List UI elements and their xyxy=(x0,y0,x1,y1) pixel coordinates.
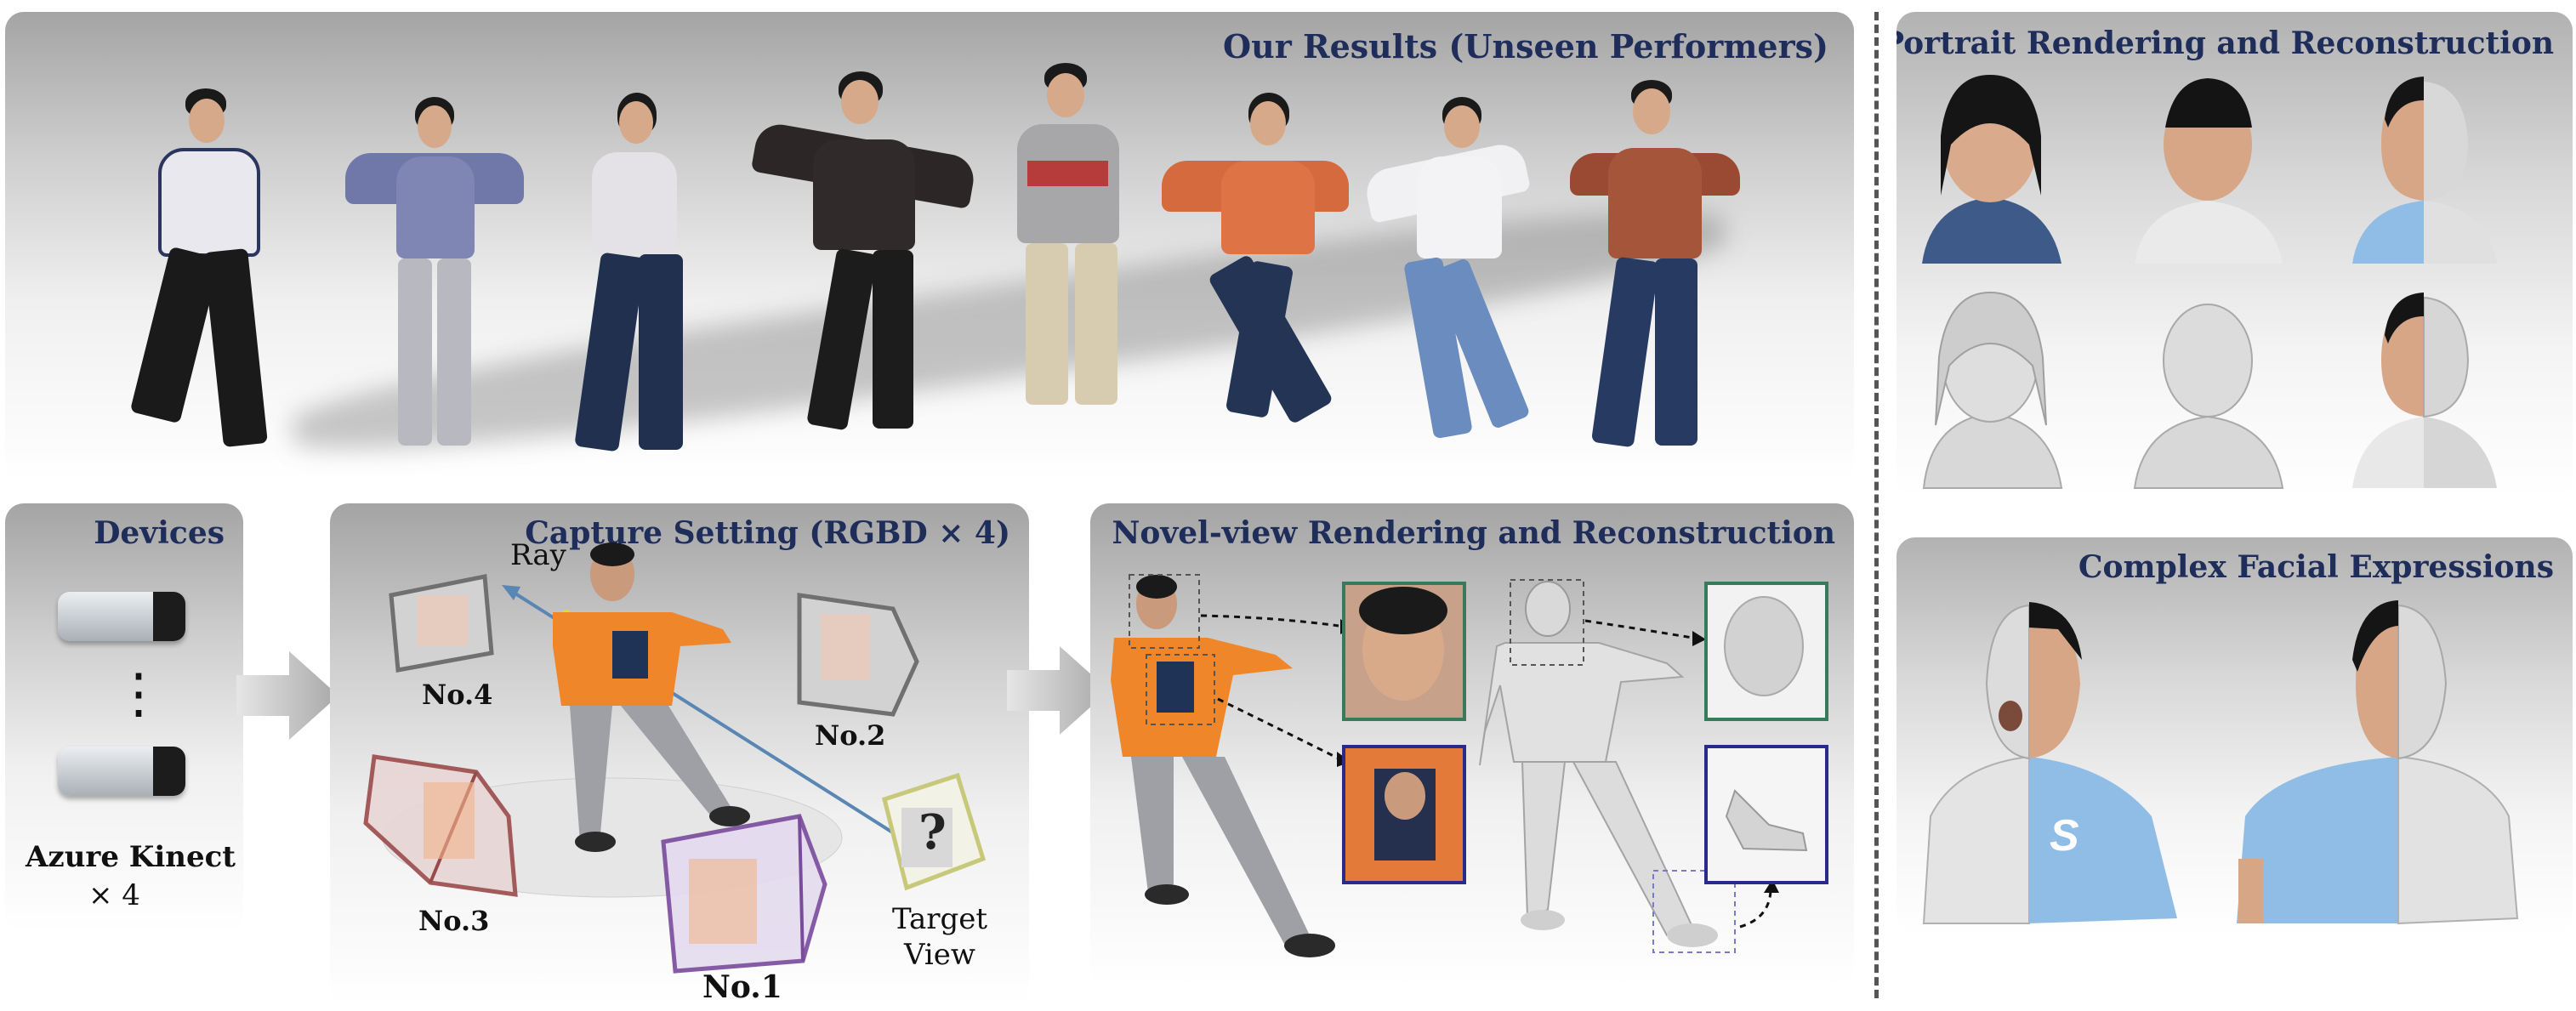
camera-label-no2: No.2 xyxy=(815,719,886,752)
results-panel: Our Results (Unseen Performers) xyxy=(5,12,1854,481)
floor-shadow xyxy=(286,184,1732,478)
camera-label-no4: No.4 xyxy=(422,679,493,711)
capture-title: Capture Setting (RGBD × 4) xyxy=(525,515,1010,551)
portrait-title: Portrait Rendering and Reconstruction xyxy=(1896,26,2554,61)
kinect-device-icon xyxy=(58,592,185,641)
flow-arrow-2 xyxy=(1007,646,1109,735)
target-view-label-line2: View xyxy=(903,938,976,972)
section-divider xyxy=(1874,12,1879,998)
target-question-mark: ? xyxy=(918,804,947,860)
facial-title: Complex Facial Expressions xyxy=(2078,549,2554,585)
facial-panel: Complex Facial Expressions xyxy=(1896,537,2573,935)
ray-label: Ray xyxy=(510,538,566,572)
devices-panel: Devices ⋮ Azure Kinect × 4 xyxy=(5,503,243,932)
results-title: Our Results (Unseen Performers) xyxy=(1223,27,1828,65)
novel-view-panel: Novel-view Rendering and Reconstruction xyxy=(1090,503,1854,986)
device-count-label: × 4 xyxy=(88,878,140,912)
device-name-label: Azure Kinect xyxy=(26,840,236,874)
camera-label-no3: No.3 xyxy=(418,905,490,937)
target-view-label: Target View xyxy=(884,901,995,973)
ellipsis-glyph: ⋮ xyxy=(111,662,166,725)
portrait-panel: Portrait Rendering and Reconstruction xyxy=(1896,12,2573,498)
novel-view-title: Novel-view Rendering and Reconstruction xyxy=(1112,515,1835,551)
devices-title: Devices xyxy=(94,515,225,551)
target-view-label-line1: Target xyxy=(891,902,988,936)
flow-arrow-1 xyxy=(236,651,338,740)
camera-label-no1: No.1 xyxy=(702,969,782,1005)
kinect-device-icon xyxy=(58,747,185,796)
